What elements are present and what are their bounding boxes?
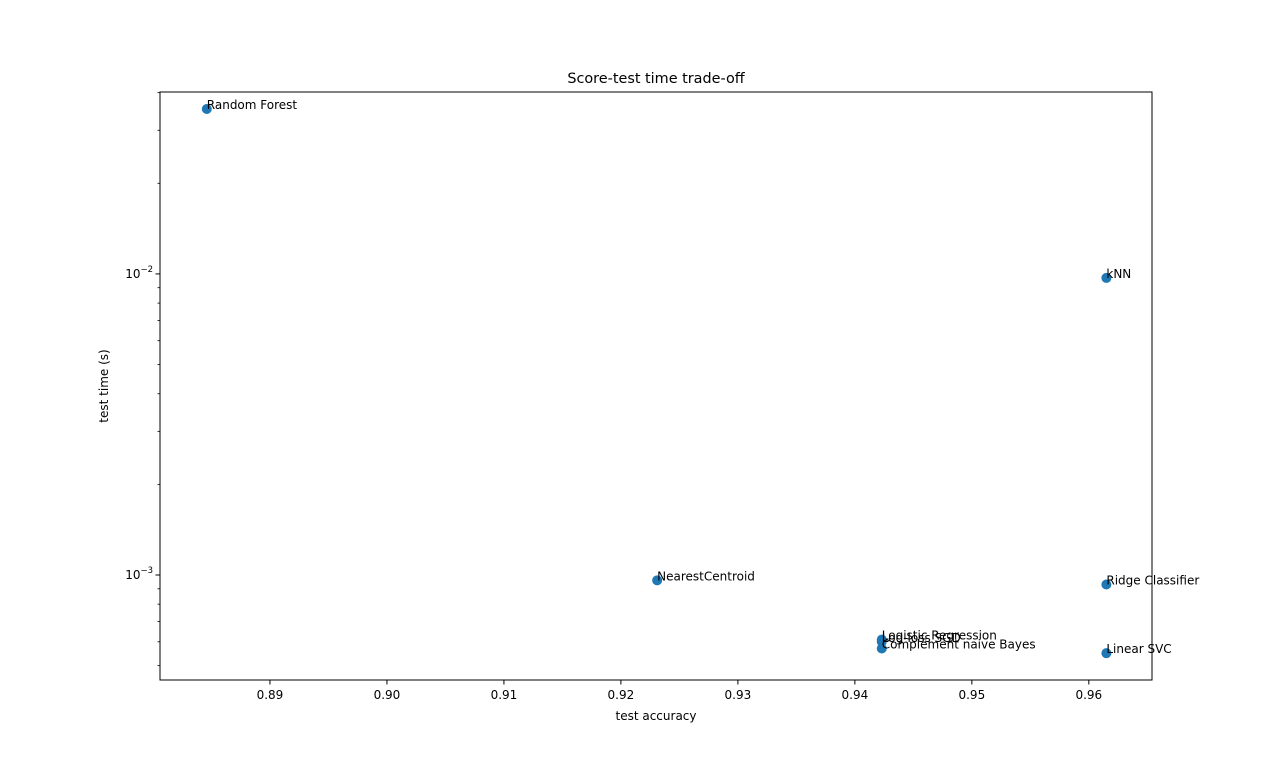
y-tick-base: 10 bbox=[125, 267, 140, 281]
data-point-label: Complement naive Bayes bbox=[882, 638, 1036, 652]
x-tick-label: 0.96 bbox=[1075, 688, 1102, 702]
x-tick-label: 0.89 bbox=[257, 688, 284, 702]
chart-title: Score-test time trade-off bbox=[567, 71, 745, 87]
data-point-label: Logistic Regression bbox=[882, 629, 997, 643]
x-tick-label: 0.93 bbox=[725, 688, 752, 702]
x-axis: 0.89 0.90 0.91 0.92 0.93 0.94 0.95 0.96 bbox=[257, 680, 1102, 702]
data-point-label: kNN bbox=[1106, 267, 1131, 281]
x-axis-label: test accuracy bbox=[616, 709, 697, 723]
data-point bbox=[652, 575, 663, 586]
data-point-label: Linear SVC bbox=[1106, 642, 1171, 656]
y-axis-label: test time (s) bbox=[97, 349, 111, 422]
data-point-label: Ridge Classifier bbox=[1106, 573, 1199, 587]
data-point bbox=[1101, 272, 1112, 283]
plot-area bbox=[159, 91, 1153, 681]
y-axis: 10−210−3 bbox=[125, 92, 160, 667]
x-tick-label: 0.91 bbox=[491, 688, 518, 702]
y-tick-label: 10−3 bbox=[125, 566, 153, 582]
data-point-label: Log-loss SGD bbox=[882, 631, 961, 645]
x-tick-label: 0.90 bbox=[374, 688, 401, 702]
y-tick-exponent: −3 bbox=[140, 566, 153, 576]
data-points: Random Forest kNN NearestCentroid Ridge Cla… bbox=[201, 98, 1199, 659]
y-tick-label: 10−2 bbox=[125, 265, 153, 281]
x-tick-label: 0.95 bbox=[958, 688, 985, 702]
data-point bbox=[1101, 579, 1112, 590]
plot-frame bbox=[159, 91, 1153, 681]
data-point-label: NearestCentroid bbox=[657, 569, 755, 583]
data-point-label: Random Forest bbox=[207, 98, 298, 112]
x-tick-label: 0.92 bbox=[608, 688, 635, 702]
y-tick-base: 10 bbox=[125, 568, 140, 582]
data-point bbox=[1101, 648, 1112, 659]
data-point bbox=[876, 643, 887, 654]
y-tick-exponent: −2 bbox=[140, 265, 153, 275]
x-tick-label: 0.94 bbox=[842, 688, 869, 702]
data-point bbox=[201, 103, 212, 114]
